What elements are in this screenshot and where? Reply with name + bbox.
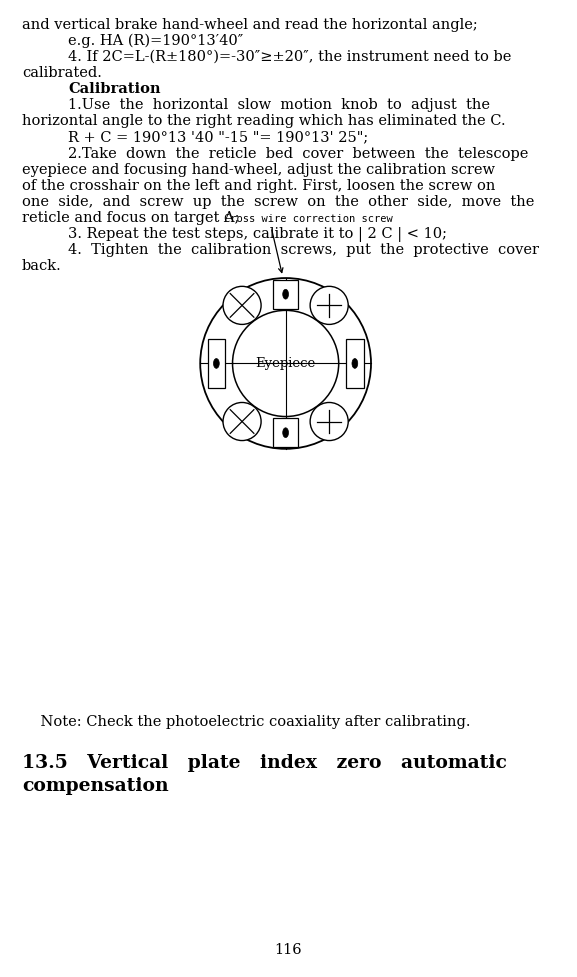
Text: 1.Use  the  horizontal  slow  motion  knob  to  adjust  the: 1.Use the horizontal slow motion knob to… [68, 98, 490, 112]
Text: Eyepiece: Eyepiece [256, 357, 316, 370]
FancyBboxPatch shape [273, 418, 298, 447]
Text: R + C = 190°13 '40 "-15 "= 190°13' 25";: R + C = 190°13 '40 "-15 "= 190°13' 25"; [68, 131, 368, 145]
Text: Note: Check the photoelectric coaxiality after calibrating.: Note: Check the photoelectric coaxiality… [22, 715, 470, 729]
Text: e.g. HA (R)=190°13′40″: e.g. HA (R)=190°13′40″ [68, 33, 243, 48]
Ellipse shape [233, 311, 339, 416]
Circle shape [352, 359, 358, 368]
Text: 4.  Tighten  the  calibration  screws,  put  the  protective  cover: 4. Tighten the calibration screws, put t… [68, 243, 539, 257]
Ellipse shape [223, 286, 261, 324]
FancyBboxPatch shape [273, 279, 298, 309]
Text: 116: 116 [275, 944, 302, 957]
Text: eyepiece and focusing hand-wheel, adjust the calibration screw: eyepiece and focusing hand-wheel, adjust… [22, 163, 495, 177]
Text: one  side,  and  screw  up  the  screw  on  the  other  side,  move  the: one side, and screw up the screw on the … [22, 195, 534, 209]
Text: horizontal angle to the right reading which has eliminated the C.: horizontal angle to the right reading wh… [22, 114, 505, 128]
Circle shape [213, 359, 219, 368]
Circle shape [283, 289, 288, 299]
Text: 2.Take  down  the  reticle  bed  cover  between  the  telescope: 2.Take down the reticle bed cover betwee… [68, 147, 529, 160]
Text: calibrated.: calibrated. [22, 66, 102, 80]
Ellipse shape [310, 286, 348, 324]
Text: compensation: compensation [22, 777, 168, 794]
Text: and vertical brake hand-wheel and read the horizontal angle;: and vertical brake hand-wheel and read t… [22, 18, 478, 31]
Text: 3. Repeat the test steps, calibrate it to | 2 C | < 10;: 3. Repeat the test steps, calibrate it t… [68, 228, 447, 242]
Ellipse shape [310, 403, 348, 441]
FancyBboxPatch shape [208, 339, 225, 388]
Circle shape [283, 428, 288, 438]
Text: of the crosshair on the left and right. First, loosen the screw on: of the crosshair on the left and right. … [22, 179, 495, 192]
Ellipse shape [200, 278, 371, 448]
Text: back.: back. [22, 259, 62, 274]
Text: 4. If 2C=L-(R±180°)=-30″≥±20″, the instrument need to be: 4. If 2C=L-(R±180°)=-30″≥±20″, the instr… [68, 50, 511, 64]
Text: Calibration: Calibration [68, 82, 160, 96]
Ellipse shape [223, 403, 261, 441]
Text: 13.5   Vertical   plate   index   zero   automatic: 13.5 Vertical plate index zero automatic [22, 754, 507, 772]
Text: Cross wire correction screw: Cross wire correction screw [224, 214, 393, 225]
Text: reticle and focus on target A;: reticle and focus on target A; [22, 211, 239, 225]
FancyBboxPatch shape [346, 339, 364, 388]
